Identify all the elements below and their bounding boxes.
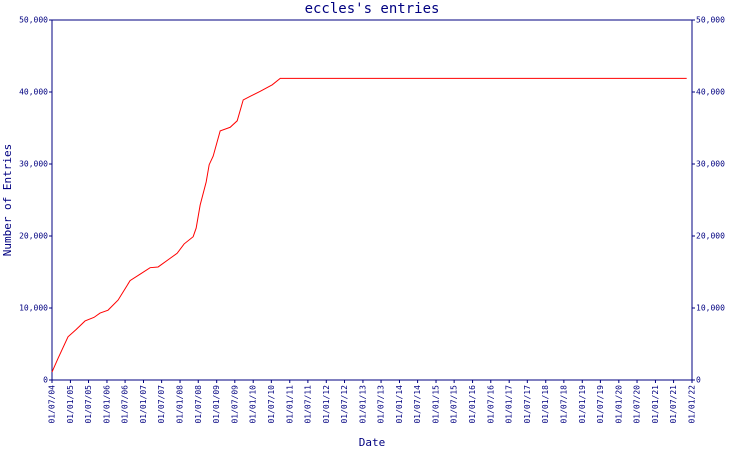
x-axis-label: Date xyxy=(359,436,386,449)
x-tick-label: 01/07/07 xyxy=(157,385,166,424)
y2-tick-label: 20,000 xyxy=(696,232,725,241)
y-tick-label: 50,000 xyxy=(19,16,48,25)
x-tick-label: 01/07/05 xyxy=(84,385,93,424)
x-tick-label: 01/07/06 xyxy=(121,385,130,424)
x-tick-label: 01/07/14 xyxy=(413,385,422,424)
x-tick-label: 01/01/07 xyxy=(139,385,148,424)
x-tick-label: 01/01/09 xyxy=(212,385,221,424)
x-tick-label: 01/01/18 xyxy=(541,385,550,424)
x-tick-label: 01/01/10 xyxy=(249,385,258,424)
x-tick-label: 01/01/20 xyxy=(614,385,623,424)
x-tick-label: 01/07/13 xyxy=(377,385,386,424)
x-tick-label: 01/01/22 xyxy=(688,385,697,424)
x-tick-label: 01/01/17 xyxy=(505,385,514,424)
plot-frame xyxy=(51,19,693,381)
x-tick-label: 01/07/20 xyxy=(633,385,642,424)
x-tick-label: 01/07/10 xyxy=(267,385,276,424)
data-line xyxy=(51,77,687,373)
x-tick-label: 01/01/12 xyxy=(322,385,331,424)
y-tick-label: 0 xyxy=(43,376,48,385)
x-tick-label: 01/07/12 xyxy=(340,385,349,424)
x-tick-label: 01/01/15 xyxy=(432,385,441,424)
x-tick-label: 01/01/14 xyxy=(395,385,404,424)
y-axis-label: Number of Entries xyxy=(1,144,14,257)
y2-tick-label: 0 xyxy=(696,376,701,385)
x-tick-label: 01/07/08 xyxy=(194,385,203,424)
x-tick-label: 01/01/13 xyxy=(358,385,367,424)
x-tick-label: 01/01/16 xyxy=(468,385,477,424)
x-tick-label: 01/07/16 xyxy=(486,385,495,424)
x-tick-label: 01/01/06 xyxy=(102,385,111,424)
x-tick-label: 01/07/21 xyxy=(669,385,678,424)
chart-title: eccles's entries xyxy=(305,1,440,17)
y-tick-label: 30,000 xyxy=(19,160,48,169)
y2-tick-label: 40,000 xyxy=(696,88,725,97)
x-tick-label: 01/01/19 xyxy=(578,385,587,424)
x-tick-label: 01/01/08 xyxy=(176,385,185,424)
x-tick-label: 01/07/11 xyxy=(303,385,312,424)
x-tick-label: 01/01/05 xyxy=(66,385,75,424)
x-tick-label: 01/07/15 xyxy=(450,385,459,424)
y-tick-label: 10,000 xyxy=(19,304,48,313)
x-tick-label: 01/01/21 xyxy=(651,385,660,424)
x-tick-label: 01/07/19 xyxy=(596,385,605,424)
y-tick-label: 40,000 xyxy=(19,88,48,97)
x-tick-label: 01/07/18 xyxy=(559,385,568,424)
x-tick-label: 01/07/17 xyxy=(523,385,532,424)
x-tick-label: 01/07/04 xyxy=(48,385,57,424)
x-tick-label: 01/07/09 xyxy=(230,385,239,424)
y-tick-label: 20,000 xyxy=(19,232,48,241)
y2-tick-label: 50,000 xyxy=(696,16,725,25)
y2-tick-label: 30,000 xyxy=(696,160,725,169)
x-tick-label: 01/01/11 xyxy=(285,385,294,424)
y2-tick-label: 10,000 xyxy=(696,304,725,313)
